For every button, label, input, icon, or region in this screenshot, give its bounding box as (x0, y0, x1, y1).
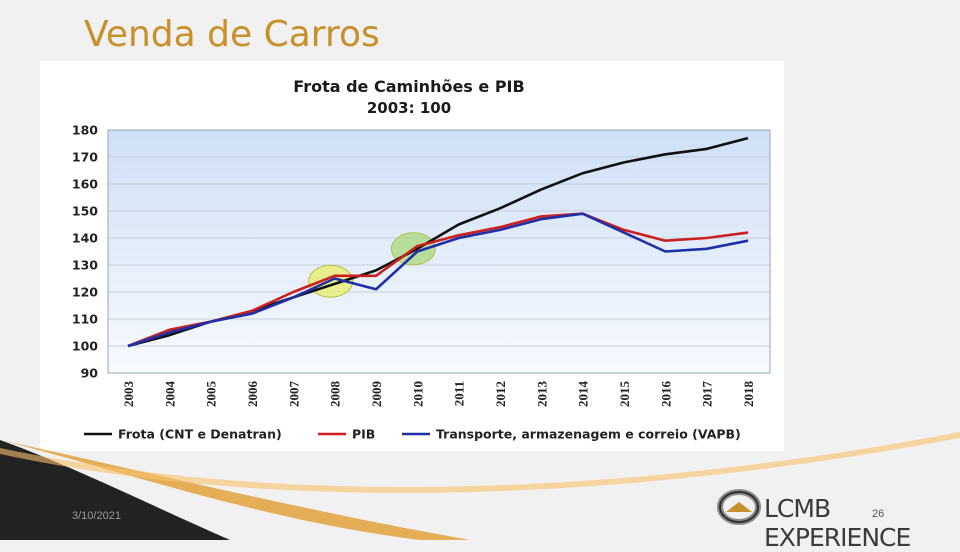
x-tick-label: 2003 (121, 381, 136, 408)
plot-area (107, 129, 771, 374)
series-line (127, 212, 749, 348)
chart-title: Frota de Caminhões e PIB (293, 77, 524, 96)
x-tick-label: 2010 (410, 381, 425, 407)
x-tick-label: 2013 (534, 381, 549, 408)
y-tick-label: 170 (72, 150, 98, 165)
x-tick-label: 2005 (204, 381, 219, 408)
y-tick-label: 90 (81, 366, 99, 381)
y-tick-label: 120 (72, 285, 98, 300)
y-tick-label: 180 (72, 123, 98, 138)
y-tick-label: 100 (72, 339, 98, 354)
y-tick-label: 140 (72, 231, 98, 246)
x-tick-label: 2011 (452, 381, 467, 406)
legend-label: Transporte, armazenagem e correio (VAPB) (436, 427, 741, 442)
x-tick-label: 2015 (617, 381, 632, 408)
slide-title: Venda de Carros (84, 14, 380, 55)
x-tick-label: 2016 (658, 381, 673, 408)
logo-mark-icon (717, 489, 761, 525)
x-tick-label: 2012 (493, 381, 508, 407)
x-tick-label: 2014 (576, 381, 591, 408)
x-tick-label: 2009 (369, 381, 384, 408)
line-chart: Frota de Caminhões e PIB 2003: 100 90 100 11… (72, 77, 771, 442)
legend-label: Frota (CNT e Denatran) (118, 427, 282, 442)
y-tick-label: 130 (72, 258, 98, 273)
y-tick-label: 150 (72, 204, 98, 219)
series-line (127, 212, 749, 348)
x-tick-label: 2017 (700, 381, 715, 408)
y-tick-label: 110 (72, 312, 98, 327)
legend-label: PIB (352, 427, 375, 442)
chart-image: Frota de Caminhões e PIB 2003: 100 90 100 11… (40, 61, 784, 451)
y-tick-label: 160 (72, 177, 98, 192)
x-tick-label: 2007 (286, 381, 301, 408)
x-tick-label: 2004 (162, 381, 177, 408)
footer-decoration (0, 432, 960, 540)
company-logo: LCMB EXPERIENCE (716, 484, 946, 552)
x-tick-label: 2018 (741, 381, 756, 408)
chart-subtitle: 2003: 100 (367, 99, 451, 117)
x-tick-label: 2008 (328, 381, 343, 408)
footer-date: 3/10/2021 (72, 510, 121, 522)
x-tick-label: 2006 (245, 381, 260, 408)
slide-number: 26 (872, 508, 885, 520)
logo-text: LCMB EXPERIENCE (764, 494, 911, 552)
